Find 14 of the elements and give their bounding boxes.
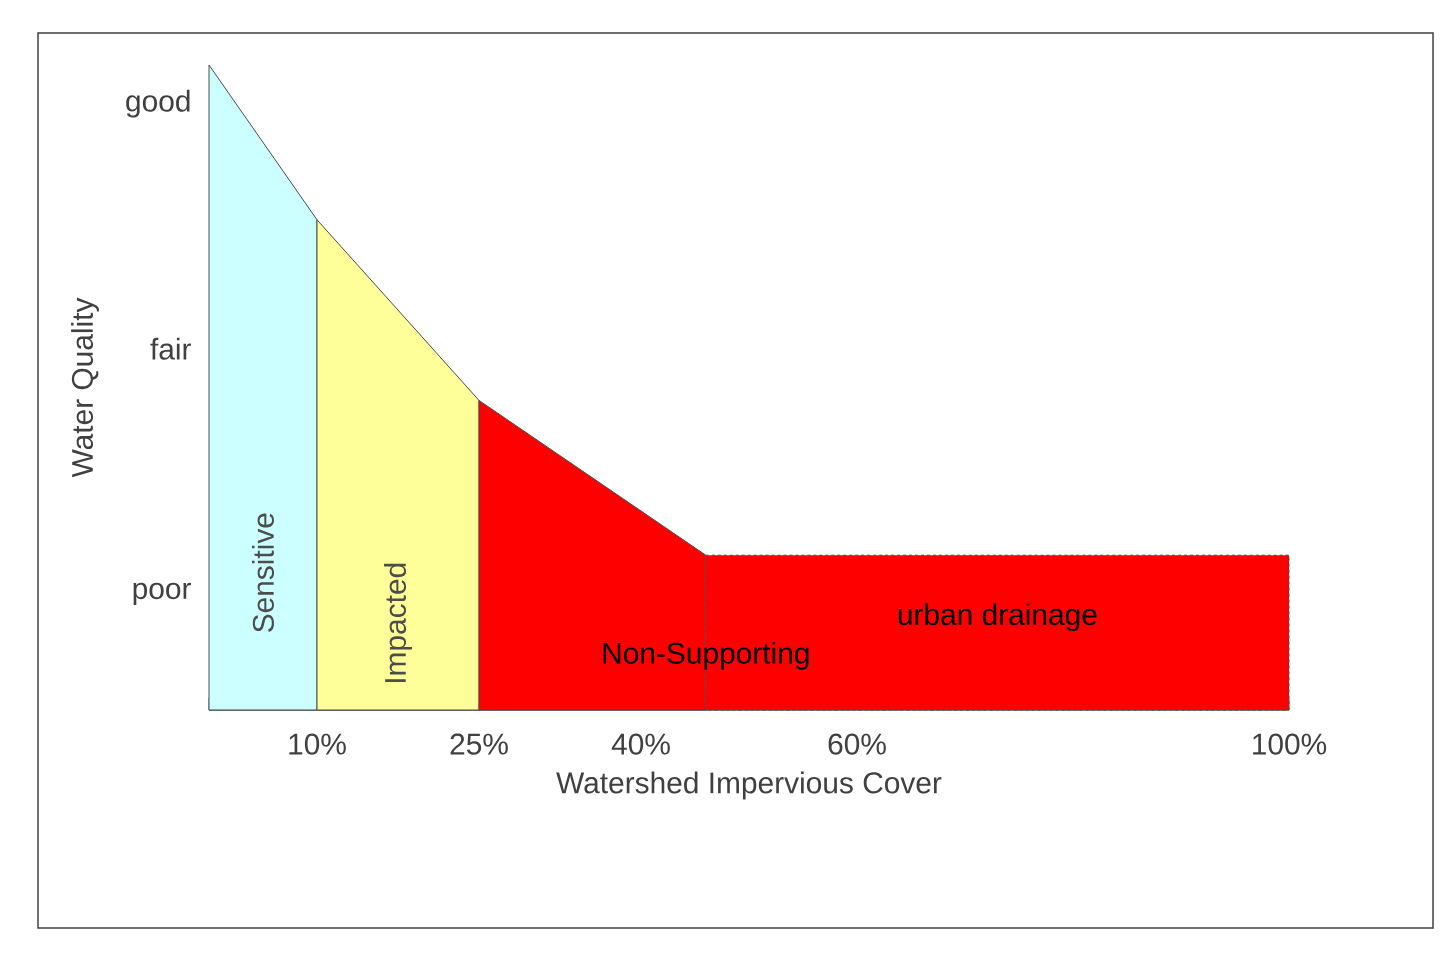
x-tick-label: 40% bbox=[611, 733, 670, 755]
x-tick-label: 100% bbox=[1253, 733, 1327, 755]
x-tick-label: 25% bbox=[450, 733, 508, 755]
series-label: Impacted bbox=[384, 563, 412, 683]
series-label: Sensitive bbox=[252, 513, 274, 633]
series-label: Non-Supporting bbox=[603, 641, 809, 670]
series-label: urban drainage bbox=[898, 603, 1097, 632]
x-tick-label: 60% bbox=[828, 733, 886, 755]
text: poor bbox=[133, 582, 191, 606]
text: fair bbox=[150, 337, 191, 360]
y-axis-title: Water Quality bbox=[71, 297, 99, 478]
text: good bbox=[126, 89, 190, 118]
x-tick-label: 10% bbox=[289, 733, 346, 755]
x-axis-title: Watershed Impervious Cover bbox=[556, 771, 942, 800]
